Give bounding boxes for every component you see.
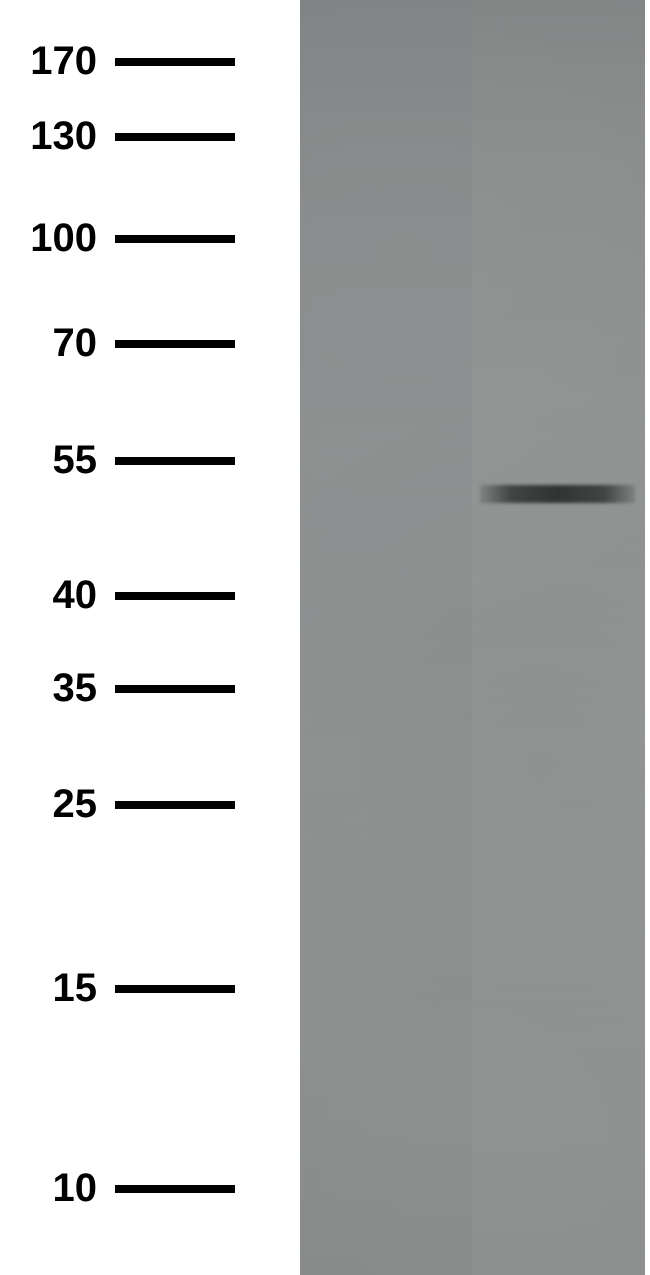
marker-tick-25 (115, 801, 235, 809)
molecular-weight-ladder: 170 130 100 70 55 40 35 25 15 10 (0, 0, 300, 1275)
marker-label-55: 55 (0, 438, 115, 483)
marker-row-130: 130 (0, 114, 300, 159)
marker-label-15: 15 (0, 966, 115, 1011)
marker-tick-10 (115, 1185, 235, 1193)
marker-row-35: 35 (0, 666, 300, 711)
marker-label-40: 40 (0, 573, 115, 618)
marker-label-25: 25 (0, 782, 115, 827)
marker-tick-170 (115, 58, 235, 66)
marker-row-170: 170 (0, 39, 300, 84)
marker-tick-130 (115, 133, 235, 141)
marker-tick-100 (115, 235, 235, 243)
marker-row-55: 55 (0, 438, 300, 483)
lane-2-sample (472, 0, 645, 1275)
marker-row-25: 25 (0, 782, 300, 827)
marker-label-130: 130 (0, 114, 115, 159)
band-55kda (480, 485, 635, 503)
marker-tick-15 (115, 985, 235, 993)
blot-membrane (300, 0, 645, 1275)
marker-row-10: 10 (0, 1166, 300, 1211)
marker-row-70: 70 (0, 321, 300, 366)
marker-label-70: 70 (0, 321, 115, 366)
marker-tick-35 (115, 685, 235, 693)
marker-tick-70 (115, 340, 235, 348)
marker-row-15: 15 (0, 966, 300, 1011)
lane-1-control (300, 0, 472, 1275)
marker-label-35: 35 (0, 666, 115, 711)
marker-label-100: 100 (0, 216, 115, 261)
marker-label-170: 170 (0, 39, 115, 84)
marker-row-100: 100 (0, 216, 300, 261)
marker-tick-55 (115, 457, 235, 465)
marker-label-10: 10 (0, 1166, 115, 1211)
marker-row-40: 40 (0, 573, 300, 618)
western-blot-figure: 170 130 100 70 55 40 35 25 15 10 (0, 0, 650, 1275)
marker-tick-40 (115, 592, 235, 600)
